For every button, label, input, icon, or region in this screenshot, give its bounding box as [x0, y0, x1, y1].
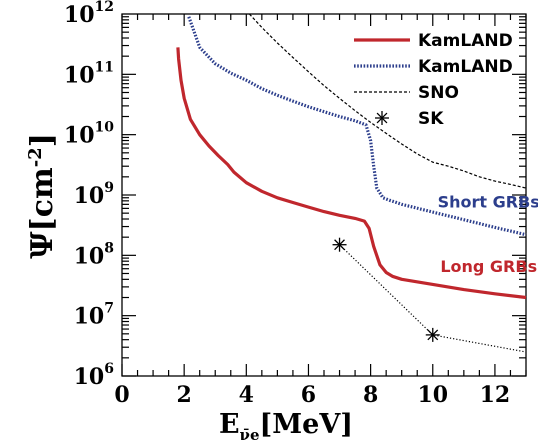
series-line-3 — [339, 244, 527, 353]
series-line-1 — [187, 16, 527, 237]
x-tick-label: 12 — [480, 382, 511, 408]
y-tick-label-base: 10 — [64, 2, 95, 28]
y-tick-label-exp: 10 — [95, 120, 115, 136]
y-tick-label-base: 10 — [74, 304, 105, 330]
annotations: Short GRBs Long GRBs — [438, 193, 538, 276]
y-tick-label-exp: 11 — [95, 59, 114, 75]
x-axis-label-symbol: E — [219, 409, 240, 440]
legend: KamLAND KamLAND SNO SK — [354, 31, 513, 129]
legend-label-0: KamLAND — [418, 31, 513, 51]
y-tick-label-base: 10 — [64, 62, 95, 88]
legend-marker-sk — [375, 111, 389, 125]
annotation-1: Long GRBs — [440, 257, 537, 276]
y-tick-label: 106 — [74, 361, 114, 390]
series-group — [176, 13, 527, 353]
y-tick-label-exp: 9 — [104, 180, 114, 196]
y-axis-label-exp: -2 — [25, 147, 46, 167]
sk-data-point — [332, 237, 347, 252]
x-tick-label: 2 — [176, 382, 191, 408]
y-tick-label-exp: 7 — [104, 301, 114, 317]
y-tick-label-base: 10 — [74, 364, 105, 390]
x-axis-label-unit: [MeV] — [259, 409, 353, 440]
y-axis-label-close: ] — [25, 133, 60, 147]
legend-label-1: KamLAND — [418, 57, 513, 77]
legend-label-3: SK — [418, 109, 444, 129]
x-axis-label: Eν̄e[MeV] — [219, 409, 353, 444]
annotation-0: Short GRBs — [438, 193, 538, 212]
y-tick-label-base: 10 — [64, 123, 95, 149]
axis-ticks — [121, 14, 527, 377]
y-axis-label-unit: [cm — [25, 167, 60, 231]
x-tick-label: 4 — [239, 382, 254, 408]
y-tick-label-exp: 12 — [95, 0, 114, 15]
y-tick-label: 107 — [74, 301, 114, 330]
y-tick-label-base: 10 — [74, 183, 105, 209]
y-tick-label: 1012 — [64, 0, 114, 28]
y-axis-label-symbol: Ψ — [25, 231, 60, 259]
y-tick-label-exp: 8 — [104, 240, 114, 256]
series-line-0 — [176, 47, 527, 300]
x-axis-label-sub: ν̄e — [240, 426, 260, 444]
y-axis-label: Ψ[cm-2] — [25, 133, 60, 259]
x-tick-label: 6 — [301, 382, 316, 408]
sk-data-point — [425, 327, 440, 342]
y-tick-label: 1011 — [64, 59, 114, 88]
y-tick-label: 109 — [74, 180, 114, 209]
y-tick-label: 1010 — [64, 120, 114, 149]
y-tick-label: 108 — [74, 240, 114, 269]
y-tick-label-exp: 6 — [104, 361, 114, 377]
x-tick-label: 10 — [417, 382, 448, 408]
y-tick-label-base: 10 — [74, 243, 105, 269]
legend-label-2: SNO — [418, 83, 459, 103]
x-tick-label: 8 — [363, 382, 378, 408]
x-tick-label: 0 — [114, 382, 129, 408]
series-line-2 — [248, 13, 527, 189]
